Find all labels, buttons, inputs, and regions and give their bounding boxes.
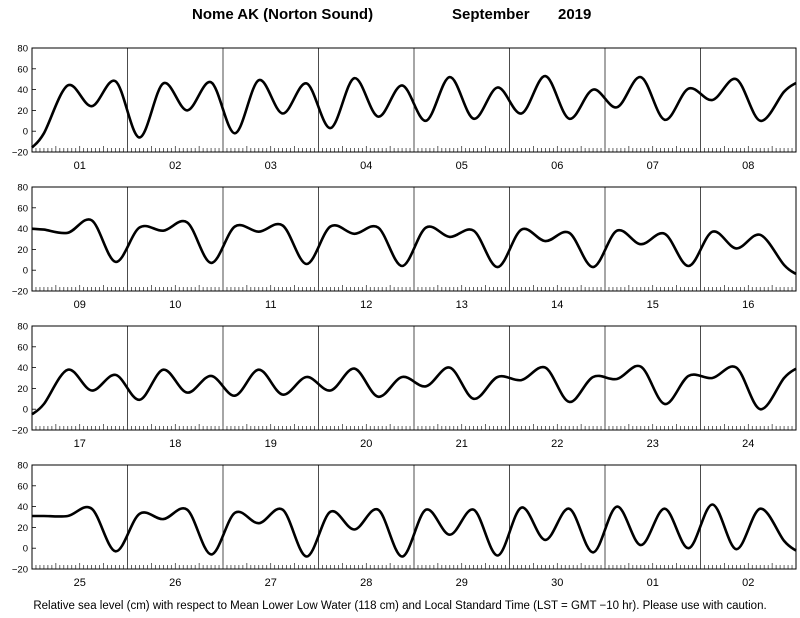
day-label: 16: [742, 299, 754, 311]
y-tick-label: 0: [23, 544, 28, 555]
y-tick-label: 40: [17, 502, 28, 513]
y-tick-label: 20: [17, 245, 28, 256]
tide-curve: [31, 218, 797, 276]
day-label: 14: [551, 299, 563, 311]
day-label: 23: [647, 438, 659, 450]
day-label: 01: [74, 160, 86, 172]
y-tick-label: 60: [17, 342, 28, 353]
day-label: 19: [265, 438, 277, 450]
day-label: 07: [647, 160, 659, 172]
day-label: 02: [742, 577, 754, 589]
day-label: 08: [742, 160, 754, 172]
month-label: September: [452, 6, 530, 23]
tide-curve: [31, 364, 797, 416]
day-label: 01: [647, 577, 659, 589]
day-label: 04: [360, 160, 372, 172]
y-tick-label: −20: [12, 426, 28, 437]
day-label: 24: [742, 438, 754, 450]
day-label: 26: [169, 577, 181, 589]
y-tick-label: 40: [17, 363, 28, 374]
day-label: 20: [360, 438, 372, 450]
y-tick-label: 20: [17, 384, 28, 395]
y-tick-label: 80: [17, 461, 28, 472]
day-label: 28: [360, 577, 372, 589]
y-tick-label: 60: [17, 203, 28, 214]
y-tick-label: 60: [17, 481, 28, 492]
chart-title: Nome AK (Norton Sound) September 2019: [0, 6, 800, 28]
y-tick-label: 20: [17, 106, 28, 117]
day-label: 22: [551, 438, 563, 450]
tide-curve: [31, 503, 797, 558]
day-label: 17: [74, 438, 86, 450]
day-label: 27: [265, 577, 277, 589]
station-name: Nome AK (Norton Sound): [192, 6, 374, 23]
day-label: 11: [265, 299, 276, 311]
day-label: 15: [647, 299, 659, 311]
y-tick-label: 80: [17, 183, 28, 194]
y-tick-label: 80: [17, 44, 28, 55]
day-label: 06: [551, 160, 563, 172]
day-label: 12: [360, 299, 372, 311]
y-tick-label: 40: [17, 85, 28, 96]
y-tick-label: 0: [23, 127, 28, 138]
day-label: 02: [169, 160, 181, 172]
day-label: 09: [74, 299, 86, 311]
day-label: 10: [169, 299, 181, 311]
day-label: 29: [456, 577, 468, 589]
y-tick-label: −20: [12, 565, 28, 576]
day-label: 05: [456, 160, 468, 172]
y-tick-label: 0: [23, 266, 28, 277]
day-label: 03: [265, 160, 277, 172]
y-tick-label: 60: [17, 64, 28, 75]
y-tick-label: 0: [23, 405, 28, 416]
y-tick-label: 40: [17, 224, 28, 235]
tide-curve: [31, 74, 797, 149]
day-label: 30: [551, 577, 563, 589]
y-tick-label: 80: [17, 322, 28, 333]
footer-note: Relative sea level (cm) with respect to …: [33, 600, 767, 612]
y-tick-label: −20: [12, 148, 28, 159]
day-label: 13: [456, 299, 468, 311]
day-label: 21: [456, 438, 468, 450]
day-label: 25: [74, 577, 86, 589]
y-tick-label: −20: [12, 287, 28, 298]
day-label: 18: [169, 438, 181, 450]
y-tick-label: 20: [17, 523, 28, 534]
year-label: 2019: [558, 6, 592, 23]
